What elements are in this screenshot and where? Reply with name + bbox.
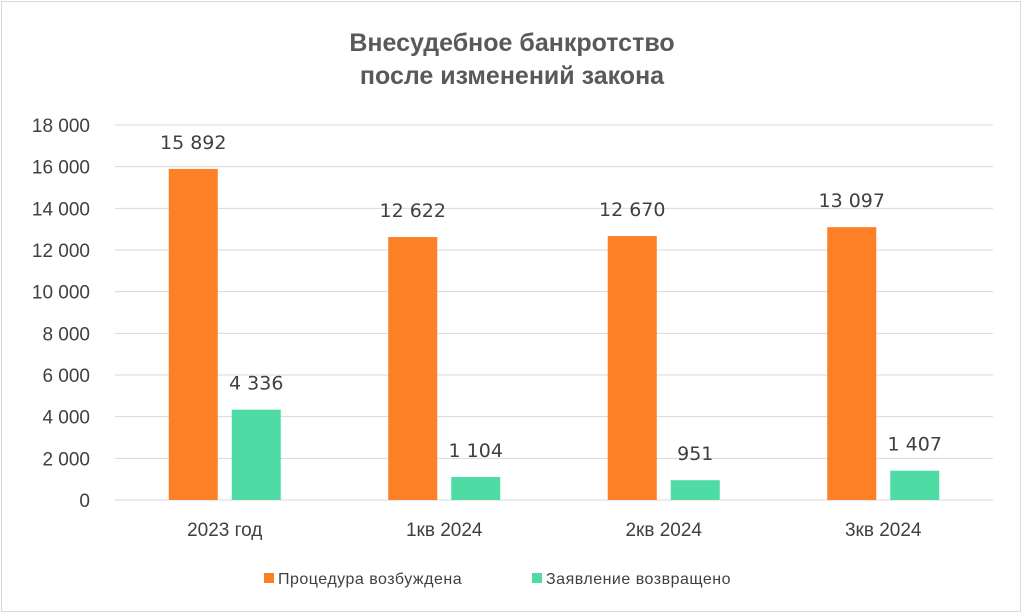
y-tick-label: 14 000 [32, 199, 90, 220]
data-label: 13 097 [819, 190, 885, 212]
legend-label-1: Процедура возбуждена [278, 571, 462, 588]
y-tick-label: 12 000 [32, 241, 90, 262]
bar-series-2 [231, 409, 281, 500]
bar-series-2 [451, 477, 501, 500]
x-axis-tick-labels: 2023 год 1кв 2024 2кв 2024 3кв 2024 [187, 520, 922, 541]
chart-title-line-1: Внесудебное банкротство [349, 29, 674, 57]
bars [168, 168, 940, 501]
legend-swatch-2 [532, 573, 542, 583]
data-label: 12 622 [380, 200, 446, 222]
legend: Процедура возбуждена Заявление возвращено [264, 571, 731, 588]
bar-series-1 [168, 168, 218, 500]
bar-series-1 [388, 237, 438, 500]
x-tick-label: 2кв 2024 [625, 520, 702, 541]
data-label: 12 670 [599, 199, 665, 221]
x-tick-label: 2023 год [187, 520, 262, 541]
data-label: 15 892 [160, 132, 226, 154]
y-tick-label: 8 000 [42, 324, 90, 345]
y-tick-label: 6 000 [42, 366, 90, 387]
data-label: 951 [677, 443, 713, 465]
y-tick-label: 2 000 [42, 449, 90, 470]
data-labels: 15 892 4 336 12 622 1 104 12 670 951 13 097 1 4… [160, 132, 942, 465]
bar-series-2 [890, 470, 940, 500]
legend-swatch-1 [264, 573, 274, 583]
bar-series-1 [827, 227, 877, 501]
data-label: 1 104 [449, 440, 503, 462]
y-tick-label: 4 000 [42, 408, 90, 429]
data-label: 1 407 [888, 434, 942, 456]
x-tick-label: 3кв 2024 [845, 520, 922, 541]
bar-series-2 [670, 480, 720, 500]
y-tick-label: 18 000 [32, 116, 90, 137]
y-tick-label: 16 000 [32, 158, 90, 179]
y-tick-label: 0 [79, 491, 90, 512]
bar-series-1 [607, 236, 657, 500]
y-axis-tick-labels: 0 2 000 4 000 6 000 8 000 10 000 12 000 14 000 1… [32, 116, 90, 512]
chart-title-line-2: после изменений закона [360, 62, 665, 90]
x-tick-label: 1кв 2024 [406, 520, 483, 541]
legend-label-2: Заявление возвращено [546, 571, 731, 588]
data-label: 4 336 [229, 373, 283, 395]
y-tick-label: 10 000 [32, 283, 90, 304]
